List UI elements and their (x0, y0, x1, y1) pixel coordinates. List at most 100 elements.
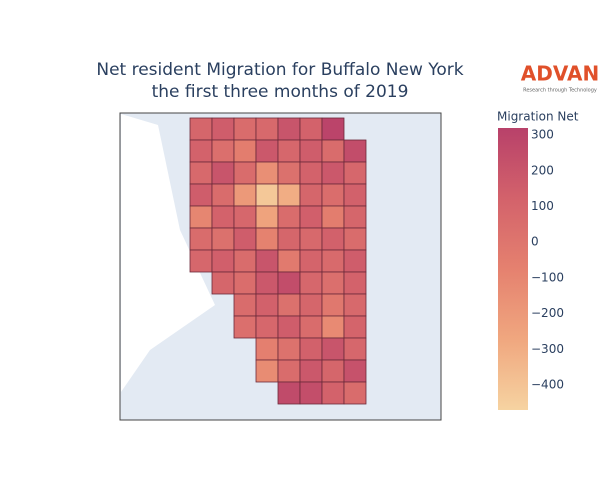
region (255, 359, 279, 383)
colorbar-title: Migration Net (497, 110, 579, 124)
region (299, 337, 323, 361)
region (277, 359, 301, 383)
region (277, 139, 301, 163)
region (321, 205, 345, 229)
region (277, 183, 301, 207)
region (277, 227, 301, 251)
region (277, 117, 301, 141)
region (277, 271, 301, 295)
region (277, 249, 301, 273)
region (211, 205, 235, 229)
chart-subtitle: the first three months of 2019 (152, 82, 409, 102)
region (299, 183, 323, 207)
region (211, 249, 235, 273)
region (299, 293, 323, 317)
region (189, 227, 213, 251)
region (321, 337, 345, 361)
region (211, 227, 235, 251)
region (189, 249, 213, 273)
region (189, 117, 213, 141)
region (321, 271, 345, 295)
region (255, 205, 279, 229)
colorbar (498, 128, 528, 410)
region (343, 205, 367, 229)
colorbar-tick-label: −400 (531, 378, 564, 392)
region (233, 139, 257, 163)
region (255, 117, 279, 141)
region (321, 183, 345, 207)
region (211, 139, 235, 163)
region (321, 139, 345, 163)
region (343, 359, 367, 383)
region (321, 359, 345, 383)
region (189, 161, 213, 185)
region (233, 183, 257, 207)
region (321, 117, 345, 141)
region (321, 293, 345, 317)
region (189, 205, 213, 229)
region (299, 205, 323, 229)
region (343, 183, 367, 207)
region (277, 337, 301, 361)
region (299, 359, 323, 383)
colorbar-tick-label: −200 (531, 306, 564, 320)
region (233, 249, 257, 273)
region (321, 249, 345, 273)
region (233, 117, 257, 141)
region (211, 271, 235, 295)
region (255, 293, 279, 317)
region (299, 161, 323, 185)
region (189, 183, 213, 207)
region (321, 315, 345, 339)
region (255, 271, 279, 295)
colorbar-tick-label: 0 (531, 235, 539, 249)
region (343, 381, 367, 405)
region (211, 117, 235, 141)
region (343, 161, 367, 185)
region (189, 139, 213, 163)
region (255, 139, 279, 163)
region (233, 271, 257, 295)
region (299, 227, 323, 251)
region (211, 183, 235, 207)
region (343, 249, 367, 273)
region (299, 139, 323, 163)
region (277, 381, 301, 405)
logo: ADVAN (521, 62, 599, 86)
region (255, 161, 279, 185)
region (321, 161, 345, 185)
region (343, 337, 367, 361)
regions (189, 117, 367, 405)
region (299, 271, 323, 295)
region (255, 183, 279, 207)
logo-tagline: Research through Technology (523, 88, 597, 94)
region (233, 205, 257, 229)
region (299, 381, 323, 405)
region (277, 315, 301, 339)
colorbar-tick-label: 200 (531, 163, 554, 177)
region (321, 381, 345, 405)
region (321, 227, 345, 251)
region (211, 161, 235, 185)
region (255, 227, 279, 251)
region (255, 337, 279, 361)
region (299, 117, 323, 141)
region (277, 161, 301, 185)
region (255, 249, 279, 273)
region (233, 227, 257, 251)
region (343, 315, 367, 339)
colorbar-tick-label: 300 (531, 128, 554, 142)
land (121, 114, 215, 392)
region (277, 293, 301, 317)
region (233, 315, 257, 339)
region (343, 139, 367, 163)
region (343, 271, 367, 295)
region (255, 315, 279, 339)
chart-title: Net resident Migration for Buffalo New Y… (96, 60, 463, 80)
region (233, 293, 257, 317)
region (299, 315, 323, 339)
region (299, 249, 323, 273)
region (277, 205, 301, 229)
region (233, 161, 257, 185)
